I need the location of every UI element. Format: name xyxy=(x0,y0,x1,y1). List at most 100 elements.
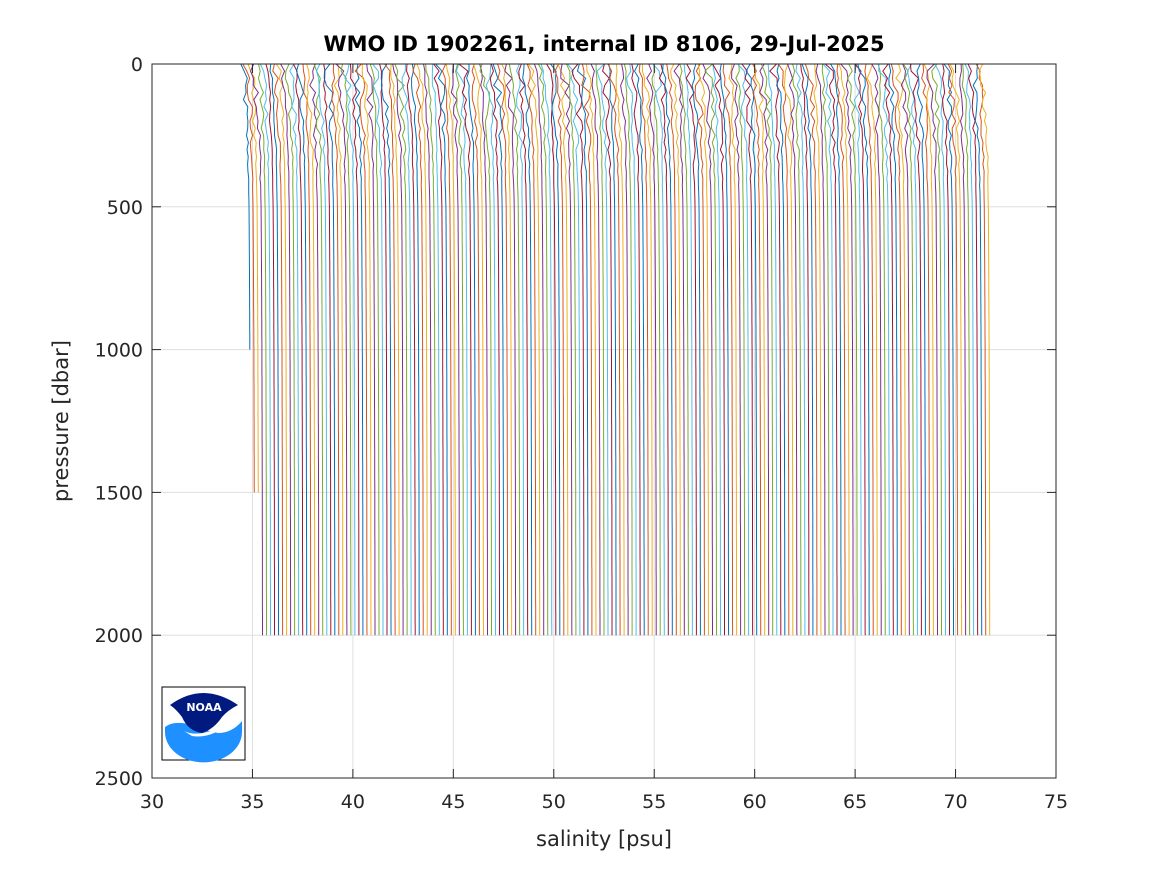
profile-line xyxy=(967,64,979,636)
profile-line xyxy=(964,64,975,636)
x-tick-labels: 30 35 40 45 50 55 60 65 70 75 xyxy=(140,791,1068,813)
chart-title: WMO ID 1902261, internal ID 8106, 29-Jul… xyxy=(323,32,884,56)
profile-line xyxy=(846,64,858,636)
profile-line xyxy=(961,64,971,636)
profile-line xyxy=(471,64,480,636)
profile-line xyxy=(722,64,734,636)
x-tick-label: 45 xyxy=(441,791,465,813)
profile-line xyxy=(379,64,388,636)
profile-line xyxy=(508,64,521,636)
x-tick-label: 30 xyxy=(140,791,164,813)
y-tick-label: 2500 xyxy=(95,768,143,790)
profile-line xyxy=(412,64,424,636)
profile-line xyxy=(975,64,987,636)
x-tick-label: 75 xyxy=(1044,791,1068,813)
profile-line xyxy=(394,64,408,636)
profile-line xyxy=(416,64,428,636)
profile-line xyxy=(344,64,356,636)
profile-line xyxy=(489,64,500,636)
profile-line xyxy=(821,64,830,636)
profile-line xyxy=(853,64,862,636)
profile-line xyxy=(864,64,874,636)
profile-line xyxy=(840,64,854,636)
profile-line xyxy=(662,64,673,636)
profile-line xyxy=(804,64,818,636)
profile-line xyxy=(607,64,621,636)
logo-white-swoosh xyxy=(184,723,228,737)
profile-line xyxy=(608,64,617,636)
y-tick-label: 0 xyxy=(131,54,143,76)
profile-line xyxy=(641,64,653,636)
profile-line xyxy=(392,64,404,636)
profile-line xyxy=(777,64,790,636)
logo-wave-lower xyxy=(165,721,242,763)
profile-line xyxy=(854,64,866,636)
noaa-logo: NOAA xyxy=(161,686,246,763)
profile-line xyxy=(658,64,669,636)
profile-line xyxy=(354,64,368,636)
profile-line xyxy=(441,64,452,636)
profile-line xyxy=(972,64,983,636)
profile-line xyxy=(947,64,959,636)
profile-line xyxy=(751,64,762,636)
profile-line xyxy=(411,64,420,636)
profile-line xyxy=(557,64,569,636)
profile-line xyxy=(390,64,400,636)
profile-line xyxy=(906,64,918,636)
profile-line xyxy=(921,64,930,636)
profile-line xyxy=(800,64,810,636)
profile-line xyxy=(361,64,372,636)
profile-line xyxy=(272,64,284,636)
profile-line xyxy=(949,64,963,636)
profile-line xyxy=(787,64,798,636)
profile-line xyxy=(571,64,585,636)
profile-line xyxy=(550,64,561,636)
profile-line xyxy=(702,64,713,636)
profile-line xyxy=(401,64,412,636)
profile-line xyxy=(257,64,267,636)
profile-line xyxy=(259,64,271,636)
profile-line xyxy=(931,64,942,636)
y-axis-label: pressure [dbar] xyxy=(49,340,73,502)
profile-line xyxy=(691,64,701,636)
profile-line xyxy=(450,64,460,636)
profile-line xyxy=(697,64,709,636)
profile-line xyxy=(518,64,529,636)
profile-line xyxy=(560,64,573,636)
profile-line xyxy=(753,64,766,636)
profile-line xyxy=(877,64,886,636)
profile-line xyxy=(759,64,770,636)
profile-line xyxy=(335,64,348,636)
profile-line xyxy=(745,64,758,636)
profile-line xyxy=(795,64,806,636)
axes-box xyxy=(151,63,1057,779)
profile-line xyxy=(458,64,472,636)
profile-line xyxy=(567,64,581,636)
profile-line xyxy=(340,64,352,636)
profile-line xyxy=(309,64,320,636)
profile-line xyxy=(501,64,513,636)
y-tick-labels: 0 500 1000 1500 2000 2500 xyxy=(95,54,143,790)
profile-line xyxy=(666,64,677,636)
profile-line xyxy=(916,64,926,636)
profile-line xyxy=(540,64,553,636)
x-tick-label: 55 xyxy=(642,791,666,813)
profile-line xyxy=(275,64,288,636)
profile-line xyxy=(631,64,641,636)
profile-line xyxy=(455,64,464,636)
profile-line xyxy=(651,64,661,636)
profile-line xyxy=(289,64,300,636)
profile-line xyxy=(269,64,280,636)
profile-line xyxy=(406,64,416,636)
profile-line xyxy=(638,64,649,636)
x-tick-label: 40 xyxy=(341,791,365,813)
profile-line xyxy=(712,64,721,636)
profile-line xyxy=(934,64,946,636)
profile-line xyxy=(466,64,476,636)
profile-line xyxy=(526,64,537,636)
profile-line xyxy=(313,64,324,636)
profile-line xyxy=(249,64,263,636)
profile-line xyxy=(792,64,802,636)
